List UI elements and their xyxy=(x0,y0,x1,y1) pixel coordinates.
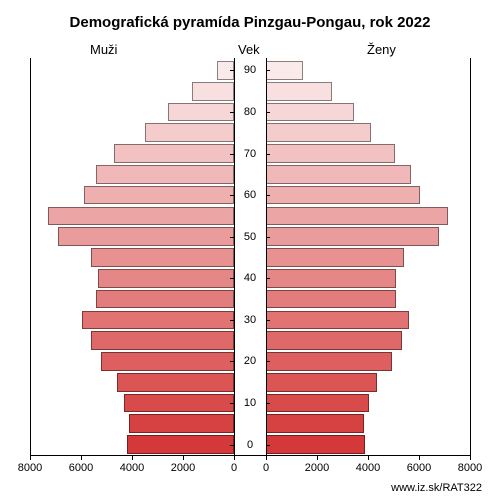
axis-line xyxy=(266,70,270,71)
axis-line xyxy=(266,403,270,404)
y-tick-label: 40 xyxy=(244,272,256,284)
axis-line xyxy=(30,455,31,460)
x-tick-label: 0 xyxy=(263,462,269,474)
bar-women xyxy=(266,373,377,392)
x-tick-label: 8000 xyxy=(458,462,482,474)
x-tick-label: 6000 xyxy=(407,462,431,474)
axis-line xyxy=(317,455,318,460)
x-tick-label: 2000 xyxy=(171,462,195,474)
axis-line xyxy=(81,455,82,460)
y-tick-label: 60 xyxy=(244,189,256,201)
axis-line xyxy=(230,361,234,362)
axis-line xyxy=(266,278,270,279)
axis-line xyxy=(234,455,235,460)
axis-line xyxy=(183,455,184,460)
axis-line xyxy=(132,455,133,460)
axis-line xyxy=(368,455,369,460)
axis-line xyxy=(470,455,471,460)
y-tick-label: 0 xyxy=(247,439,253,451)
x-tick-label: 8000 xyxy=(18,462,42,474)
axis-line xyxy=(266,154,270,155)
population-pyramid: Demografická pyramída Pinzgau-Pongau, ro… xyxy=(0,0,500,500)
axis-line xyxy=(266,455,267,460)
y-tick-label: 90 xyxy=(244,64,256,76)
bar-women xyxy=(266,435,365,454)
bar-women xyxy=(266,290,396,309)
bar-women xyxy=(266,82,332,101)
axis-line xyxy=(230,154,234,155)
bar-women xyxy=(266,394,369,413)
bar-women xyxy=(266,186,420,205)
axis-line xyxy=(419,455,420,460)
axis-line xyxy=(230,70,234,71)
bar-women xyxy=(266,352,392,371)
bar-women xyxy=(266,61,303,80)
y-tick-label: 30 xyxy=(244,314,256,326)
axis-line xyxy=(230,320,234,321)
y-tick-label: 80 xyxy=(244,106,256,118)
source-url: www.iz.sk/RAT322 xyxy=(391,482,482,494)
y-tick-label: 70 xyxy=(244,148,256,160)
axis-line xyxy=(230,403,234,404)
axis-line xyxy=(266,195,270,196)
bar-women xyxy=(266,144,395,163)
bar-women xyxy=(266,123,371,142)
x-tick-label: 6000 xyxy=(69,462,93,474)
bar-women xyxy=(266,227,439,246)
bar-women xyxy=(266,165,411,184)
bar-women xyxy=(266,103,354,122)
axis-line xyxy=(30,58,31,457)
axis-line xyxy=(230,112,234,113)
x-tick-label: 0 xyxy=(231,462,237,474)
bar-women xyxy=(266,248,404,267)
y-tick-label: 50 xyxy=(244,231,256,243)
x-tick-label: 4000 xyxy=(120,462,144,474)
bar-women xyxy=(266,414,364,433)
axis-line xyxy=(266,237,270,238)
bar-women xyxy=(266,207,448,226)
axis-line xyxy=(230,237,234,238)
x-tick-label: 2000 xyxy=(305,462,329,474)
axis-line xyxy=(230,445,234,446)
axis-line xyxy=(266,320,270,321)
axis-line xyxy=(266,361,270,362)
axis-line xyxy=(470,58,471,457)
y-tick-label: 10 xyxy=(244,397,256,409)
axis-line xyxy=(266,58,267,457)
axis-line xyxy=(266,445,270,446)
axis-line xyxy=(230,195,234,196)
axis-line xyxy=(230,278,234,279)
axis-line xyxy=(30,455,470,456)
bar-women xyxy=(266,311,409,330)
chart-area: 0020002000400040006000600080008000010203… xyxy=(0,0,500,500)
bar-women xyxy=(266,331,402,350)
axis-line xyxy=(234,58,235,457)
axis-line xyxy=(266,112,270,113)
bar-women xyxy=(266,269,396,288)
y-tick-label: 20 xyxy=(244,355,256,367)
x-tick-label: 4000 xyxy=(356,462,380,474)
